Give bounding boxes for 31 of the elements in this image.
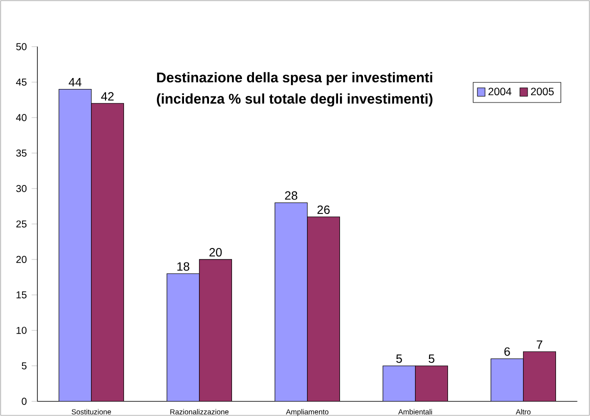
legend-label: 2004: [488, 88, 512, 96]
data-label: 42: [101, 92, 114, 100]
y-tick-label: 35: [16, 149, 27, 156]
data-label: 26: [317, 205, 330, 214]
text: Destinazione della spesa per investimenti: [157, 72, 432, 86]
y-tick-label: 20: [16, 256, 27, 263]
y-tick-label: 10: [16, 326, 27, 334]
bar: [382, 365, 416, 402]
y-tick-label: 15: [16, 291, 27, 298]
data-label: 5: [428, 354, 434, 363]
y-tick-label: 40: [16, 114, 27, 121]
data-label: 18: [177, 262, 190, 271]
bar: [490, 358, 524, 402]
data-label: 5: [396, 354, 402, 363]
data-label: 44: [68, 78, 82, 86]
y-tick-label: 0: [22, 398, 27, 405]
bar: [91, 102, 124, 402]
legend-label: 2005: [531, 88, 554, 96]
y-tick-label: 25: [16, 220, 27, 228]
bar: [166, 273, 200, 402]
bar: [274, 202, 308, 402]
y-tick-label: 30: [16, 184, 27, 192]
text: (incidenza % sul totale degli investimenti): [156, 93, 432, 106]
data-label: 7: [536, 340, 542, 349]
data-label: 28: [285, 191, 298, 200]
bar: [58, 88, 92, 402]
data-label: 20: [209, 248, 222, 256]
y-tick-label: 50: [16, 42, 27, 50]
data-label: 6: [504, 347, 510, 356]
y-tick-label: 5: [22, 362, 27, 370]
y-tick-label: 45: [16, 78, 27, 86]
